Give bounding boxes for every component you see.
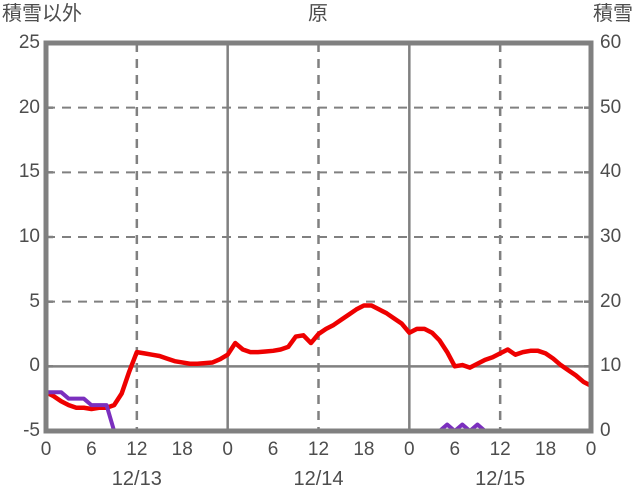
- x-tick-label: 12: [307, 439, 330, 460]
- axis-ticks: [46, 106, 591, 368]
- x-tick-label: 0: [585, 439, 597, 460]
- date-label: 12/13: [111, 468, 162, 490]
- grid-layer: [46, 43, 591, 431]
- left-tick-label: 0: [29, 355, 40, 377]
- left-tick-label: -5: [23, 420, 40, 441]
- date-label: 12/15: [475, 468, 526, 490]
- x-tick-label: 18: [171, 439, 193, 460]
- right-tick-label: 10: [600, 355, 622, 377]
- x-tick-label: 0: [40, 439, 52, 460]
- x-tick-label: 0: [404, 439, 415, 460]
- left-tick-label: 25: [18, 32, 40, 53]
- left-tick-label: 20: [18, 96, 40, 118]
- left-axis-unit-label: 積雪以外: [2, 3, 82, 25]
- x-tick-label: 12: [489, 439, 511, 460]
- x-tick-label: 18: [353, 439, 375, 460]
- page-title: 原: [308, 3, 328, 25]
- x-tick-label: 6: [86, 439, 97, 460]
- left-tick-label: 5: [29, 290, 40, 312]
- right-tick-label: 20: [600, 290, 622, 312]
- x-tick-label: 18: [535, 439, 557, 460]
- series-line-precip: [43, 303, 594, 412]
- right-tick-label: 0: [600, 420, 611, 441]
- left-tick-label: 15: [18, 161, 40, 183]
- left-tick-label: 10: [18, 226, 40, 247]
- right-tick-label: 30: [600, 226, 622, 247]
- right-axis-unit-label: 積雪: [593, 3, 633, 25]
- right-tick-label: 60: [600, 32, 622, 53]
- x-tick-label: 12: [126, 439, 148, 460]
- date-label: 12/14: [293, 468, 344, 490]
- right-tick-label: 50: [600, 96, 622, 118]
- x-tick-label: 0: [222, 439, 233, 460]
- x-tick-label: 6: [267, 439, 279, 460]
- x-tick-label: 6: [449, 439, 461, 460]
- right-tick-label: 40: [600, 161, 622, 183]
